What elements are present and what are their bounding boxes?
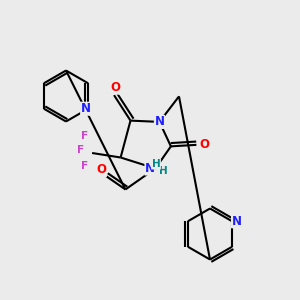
- Text: O: O: [96, 164, 106, 176]
- Text: N: N: [154, 116, 164, 128]
- Text: O: O: [110, 81, 121, 94]
- Text: H: H: [152, 159, 160, 169]
- Text: N: N: [145, 162, 155, 175]
- Text: F: F: [81, 130, 88, 141]
- Text: O: O: [199, 138, 209, 152]
- Text: H: H: [159, 166, 168, 176]
- Text: N: N: [232, 215, 242, 228]
- Text: F: F: [81, 160, 88, 171]
- Text: F: F: [76, 145, 84, 155]
- Text: N: N: [81, 102, 91, 115]
